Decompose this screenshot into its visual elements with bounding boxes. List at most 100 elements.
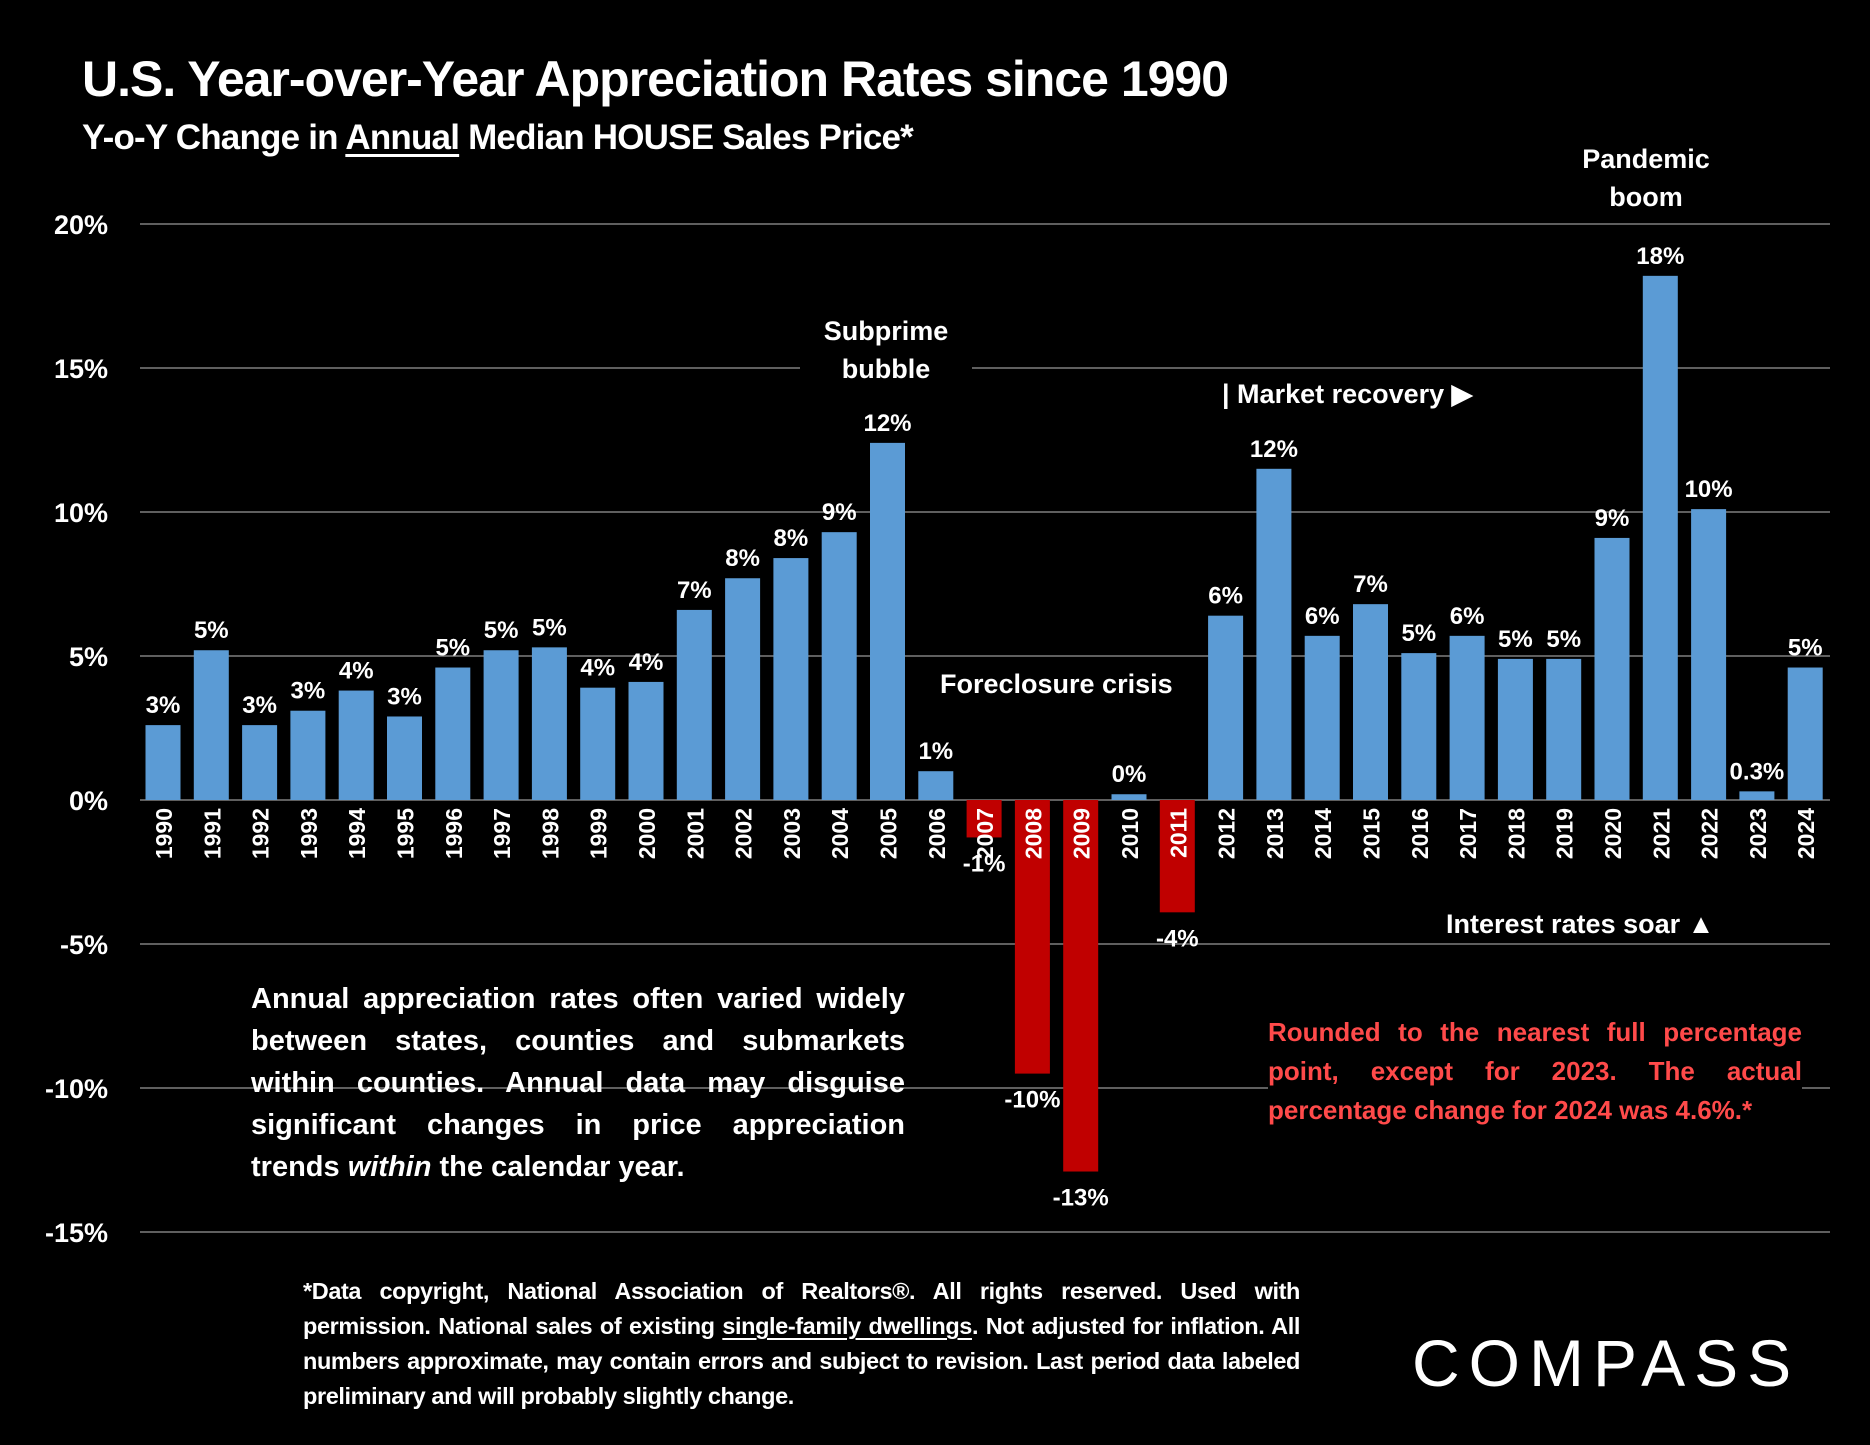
x-tick-label: 2009 <box>1069 808 1095 859</box>
x-tick-label: 2021 <box>1648 808 1674 859</box>
bar-1998 <box>531 647 567 800</box>
data-label: -4% <box>1156 925 1199 952</box>
annotation-line: Pandemic <box>1582 144 1710 174</box>
bar-2012 <box>1208 615 1244 800</box>
x-tick-label: 2018 <box>1503 808 1529 859</box>
bar-2010 <box>1111 794 1147 800</box>
data-label: -1% <box>963 850 1006 877</box>
x-tick-label: 2003 <box>779 808 805 859</box>
x-tick-label: 2012 <box>1214 808 1240 859</box>
bar-1993 <box>290 710 326 800</box>
chart-subtitle: Y-o-Y Change in Annual Median HOUSE Sale… <box>82 118 914 158</box>
bar-2022 <box>1691 509 1727 800</box>
data-label: 9% <box>822 499 857 526</box>
data-label: 3% <box>291 678 326 705</box>
rounding-note: Rounded to the nearest full percentage p… <box>1268 1013 1802 1130</box>
data-label: 8% <box>774 525 809 552</box>
data-label: 1% <box>918 738 953 765</box>
data-label: 3% <box>146 692 181 719</box>
data-label: 6% <box>1450 603 1485 630</box>
x-tick-label: 2008 <box>1020 808 1046 859</box>
note-italic: within <box>347 1151 432 1183</box>
chart-title: U.S. Year-over-Year Appreciation Rates s… <box>82 51 1229 107</box>
footer-text: *Data copyright, National Association of… <box>303 1278 1300 1339</box>
data-label: 6% <box>1208 583 1243 610</box>
y-tick-label: 20% <box>54 210 108 240</box>
data-label: 5% <box>435 635 470 662</box>
bar-1999 <box>580 687 616 800</box>
bar-1997 <box>483 650 519 800</box>
footer-underlined: single-family dwellings <box>722 1313 972 1339</box>
data-label: 4% <box>580 655 615 682</box>
subtitle-text: Y-o-Y Change in <box>82 118 346 157</box>
data-label: 0% <box>1112 761 1147 788</box>
bar-2008 <box>1014 800 1050 1074</box>
bar-2007 <box>966 800 1002 838</box>
bar-2015 <box>1353 604 1388 800</box>
x-tick-label: 2019 <box>1552 808 1578 859</box>
data-label: 5% <box>1788 635 1823 662</box>
data-label: 4% <box>629 649 664 676</box>
bar-2023 <box>1739 791 1775 800</box>
data-label: 18% <box>1636 243 1684 270</box>
x-tick-label: 2002 <box>731 808 757 859</box>
bar-1991 <box>193 650 229 800</box>
y-tick-label: 5% <box>69 642 108 672</box>
x-tick-label: 1991 <box>199 808 225 859</box>
bar-1994 <box>338 690 374 800</box>
bar-2009 <box>1063 800 1099 1172</box>
annual-note: Annual appreciation rates often varied w… <box>251 978 905 1188</box>
data-label: 5% <box>194 617 229 644</box>
x-tick-label: 2014 <box>1310 808 1336 859</box>
x-tick-label: 2007 <box>972 808 998 859</box>
note-text: Annual appreciation rates often varied w… <box>251 983 905 1183</box>
x-tick-label: 1990 <box>151 808 177 859</box>
footer-note: *Data copyright, National Association of… <box>303 1274 1300 1414</box>
x-tick-label: 1997 <box>489 808 515 859</box>
annotation-line: boom <box>1609 182 1683 212</box>
data-label: -10% <box>1004 1087 1060 1114</box>
data-label: 5% <box>1498 626 1533 653</box>
bar-2000 <box>628 681 664 800</box>
x-tick-label: 2004 <box>827 808 853 859</box>
data-label: -13% <box>1053 1185 1109 1212</box>
bar-2020 <box>1594 537 1630 800</box>
x-tick-label: 2024 <box>1793 808 1819 859</box>
y-tick-label: 15% <box>54 354 108 384</box>
x-tick-label: 1994 <box>344 808 370 859</box>
annotation-foreclosure: Foreclosure crisis <box>932 665 1181 703</box>
bar-1996 <box>435 667 471 800</box>
x-tick-label: 1996 <box>441 808 467 859</box>
x-tick-label: 2016 <box>1407 808 1433 859</box>
x-tick-label: 2000 <box>634 808 660 859</box>
bar-2004 <box>821 532 857 800</box>
compass-logo: COMPASS <box>1412 1326 1801 1400</box>
annotation-rates: Interest rates soar ▲ <box>1438 905 1723 943</box>
y-tick-label: -10% <box>45 1074 108 1104</box>
y-tick-label: -5% <box>60 930 108 960</box>
data-label: 10% <box>1685 476 1733 503</box>
bar-2019 <box>1546 658 1582 800</box>
x-tick-label: 1995 <box>393 808 419 859</box>
data-label: 0.3% <box>1730 758 1785 785</box>
annotation-line: Subprime <box>823 316 949 346</box>
data-label: 7% <box>677 577 712 604</box>
x-tick-label: 1999 <box>586 808 612 859</box>
data-label: 9% <box>1595 505 1630 532</box>
x-tick-label: 2005 <box>876 808 902 859</box>
note-text: the calendar year. <box>431 1151 685 1183</box>
bar-1992 <box>242 725 278 800</box>
x-tick-label: 1992 <box>248 808 274 859</box>
data-label: 6% <box>1305 603 1340 630</box>
data-label: 7% <box>1353 571 1388 598</box>
bar-2017 <box>1449 635 1485 800</box>
footer-text: . Not adjusted for inflation. All number… <box>303 1313 1300 1409</box>
y-tick-label: -15% <box>45 1218 108 1248</box>
bar-2001 <box>676 609 712 800</box>
bar-2024 <box>1787 667 1823 800</box>
data-label: 3% <box>242 692 277 719</box>
data-label: 5% <box>1546 626 1581 653</box>
annotation-line: bubble <box>841 354 931 384</box>
subtitle-underlined: Annual <box>345 118 460 157</box>
